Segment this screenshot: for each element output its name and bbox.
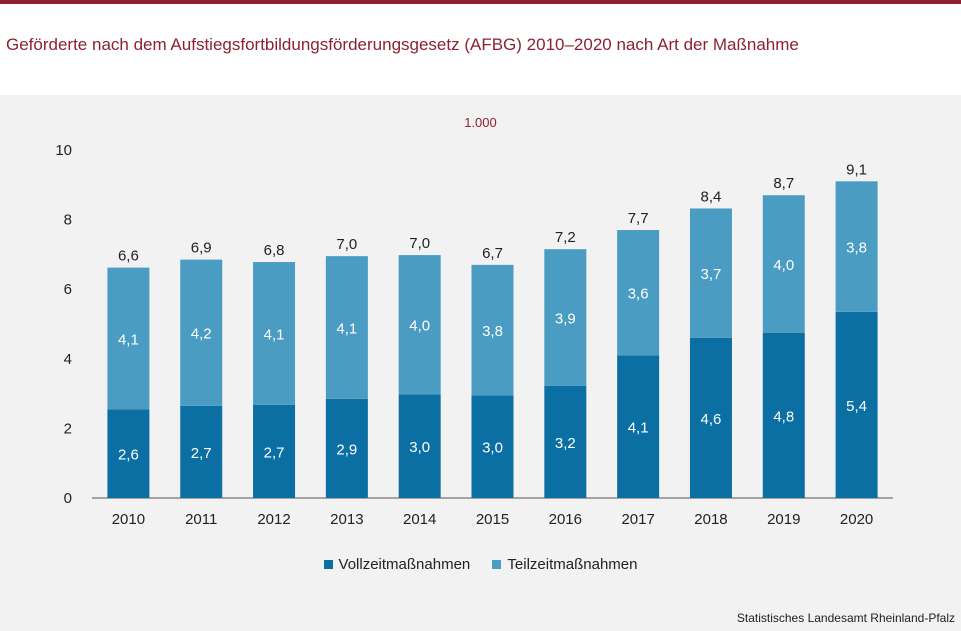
data-label-teilzeit: 3,9 [555,311,576,328]
x-tick-label: 2015 [476,511,509,528]
data-label-teilzeit: 4,2 [191,326,212,343]
bar-vollzeit [689,337,732,498]
x-tick-label: 2010 [112,511,145,528]
data-label-total: 6,6 [118,248,139,265]
data-label-total: 7,7 [628,210,649,227]
data-label-total: 7,0 [409,235,430,252]
data-label-total: 6,7 [482,245,503,262]
bar-vollzeit [544,385,587,498]
bar-vollzeit [398,394,441,498]
bar-teilzeit [544,249,587,386]
legend-swatch-teilzeit [492,560,502,569]
data-label-vollzeit: 4,8 [773,408,794,425]
data-label-total: 7,0 [336,236,357,253]
bar-vollzeit [253,404,296,498]
y-tick-label: 4 [64,351,72,368]
data-label-teilzeit: 3,8 [482,323,503,340]
data-label-vollzeit: 4,1 [628,420,649,437]
bar-teilzeit [835,181,878,312]
y-tick-label: 10 [55,142,72,159]
data-label-total: 6,9 [191,240,212,257]
bar-vollzeit [762,332,805,498]
legend-swatch-vollzeit [323,560,333,569]
bar-teilzeit [471,264,514,396]
top-rule [0,0,961,4]
bar-teilzeit [180,259,223,406]
data-label-vollzeit: 5,4 [846,398,867,415]
y-tick-label: 0 [64,490,72,507]
bar-vollzeit [835,311,878,498]
data-label-vollzeit: 3,0 [409,439,430,456]
legend-item-vollzeit: Vollzeitmaßnahmen [323,556,471,573]
data-label-teilzeit: 3,7 [701,266,722,283]
x-tick-label: 2016 [549,511,582,528]
legend-label-teilzeit: Teilzeitmaßnahmen [507,556,638,573]
bar-teilzeit [107,267,150,410]
data-label-total: 7,2 [555,229,576,246]
unit-label: 1.000 [464,115,497,130]
data-label-vollzeit: 4,6 [701,411,722,428]
data-label-vollzeit: 3,2 [555,435,576,452]
y-tick-label: 2 [64,420,72,437]
data-label-vollzeit: 2,6 [118,447,139,464]
x-tick-label: 2013 [330,511,363,528]
data-label-vollzeit: 2,7 [264,444,285,461]
data-label-teilzeit: 4,1 [264,326,285,343]
bar-vollzeit [617,355,660,498]
data-label-teilzeit: 4,1 [118,331,139,348]
x-tick-label: 2012 [257,511,290,528]
data-label-vollzeit: 2,7 [191,445,212,462]
x-tick-label: 2020 [840,511,873,528]
x-tick-label: 2018 [694,511,727,528]
data-label-total: 6,8 [264,242,285,259]
data-label-total: 8,4 [701,188,722,205]
data-label-vollzeit: 2,9 [336,441,357,458]
data-label-teilzeit: 3,6 [628,286,649,303]
legend: Vollzeitmaßnahmen Teilzeitmaßnahmen [0,556,961,573]
data-label-teilzeit: 4,0 [409,318,430,335]
x-tick-label: 2014 [403,511,436,528]
data-label-teilzeit: 3,8 [846,240,867,257]
bar-vollzeit [325,398,368,498]
data-label-teilzeit: 4,1 [336,320,357,337]
bar-vollzeit [180,405,223,498]
chart-title: Geförderte nach dem Aufstiegsfortbildung… [6,35,799,54]
legend-item-teilzeit: Teilzeitmaßnahmen [492,556,637,573]
bar-teilzeit [398,255,441,395]
x-tick-label: 2017 [621,511,654,528]
data-label-total: 8,7 [773,175,794,192]
y-tick-label: 8 [64,212,72,229]
bar-vollzeit [107,409,150,498]
bar-teilzeit [253,262,296,405]
bar-teilzeit [617,230,660,356]
bar-teilzeit [689,208,732,338]
data-label-teilzeit: 4,0 [773,257,794,274]
data-label-total: 9,1 [846,161,867,178]
bar-teilzeit [762,195,805,333]
x-tick-label: 2011 [185,511,217,528]
bar-teilzeit [325,256,368,399]
x-tick-label: 2019 [767,511,800,528]
source-note: Statistisches Landesamt Rheinland-Pfalz [736,611,955,625]
legend-label-vollzeit: Vollzeitmaßnahmen [338,556,471,573]
data-label-vollzeit: 3,0 [482,440,503,457]
bar-vollzeit [471,395,514,498]
y-tick-label: 6 [64,281,72,298]
